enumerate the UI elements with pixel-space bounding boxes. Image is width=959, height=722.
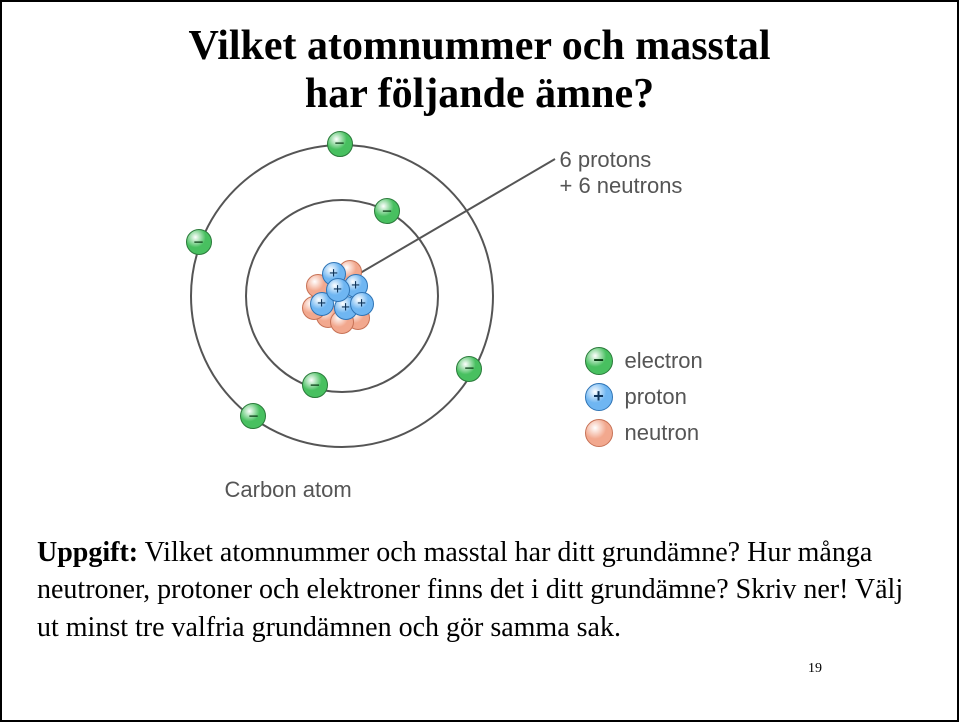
neutron-icon — [585, 419, 613, 447]
legend-label: neutron — [625, 420, 700, 446]
task-text: Uppgift: Vilket atomnummer och masstal h… — [32, 534, 927, 647]
task-lead: Uppgift: — [37, 537, 138, 568]
nucleus-label-line: 6 protons — [560, 147, 683, 173]
legend-row-proton: + proton — [585, 383, 703, 411]
title-line-1: Vilket atomnummer och masstal — [188, 23, 770, 69]
page-title: Vilket atomnummer och masstal har följan… — [32, 22, 927, 119]
legend-label: electron — [625, 348, 703, 374]
electron-particle: − — [186, 229, 212, 255]
slide-frame: Vilket atomnummer och masstal har följan… — [0, 0, 959, 722]
atom-caption: Carbon atom — [225, 477, 352, 503]
title-line-2: har följande ämne? — [305, 71, 654, 117]
page-number: 19 — [808, 661, 822, 677]
electron-particle: − — [456, 356, 482, 382]
particle-legend: −electron + proton neutron — [585, 339, 703, 455]
nucleus-composition-label: 6 protons+ 6 neutrons — [560, 147, 683, 199]
proton-particle: + — [326, 278, 350, 302]
atom-holder: −−−−−−++++++ — [175, 129, 505, 459]
nucleus-label-line: + 6 neutrons — [560, 173, 683, 199]
legend-row-electron: −electron — [585, 347, 703, 375]
electron-icon: − — [585, 347, 613, 375]
legend-label: proton — [625, 384, 687, 410]
proton-particle: + — [350, 292, 374, 316]
atom-diagram: −−−−−−++++++ 6 protons+ 6 neutrons −elec… — [155, 129, 805, 529]
electron-particle: − — [327, 131, 353, 157]
proton-icon: + — [585, 383, 613, 411]
legend-row-neutron: neutron — [585, 419, 703, 447]
task-body: Vilket atomnummer och masstal har ditt g… — [37, 537, 903, 644]
